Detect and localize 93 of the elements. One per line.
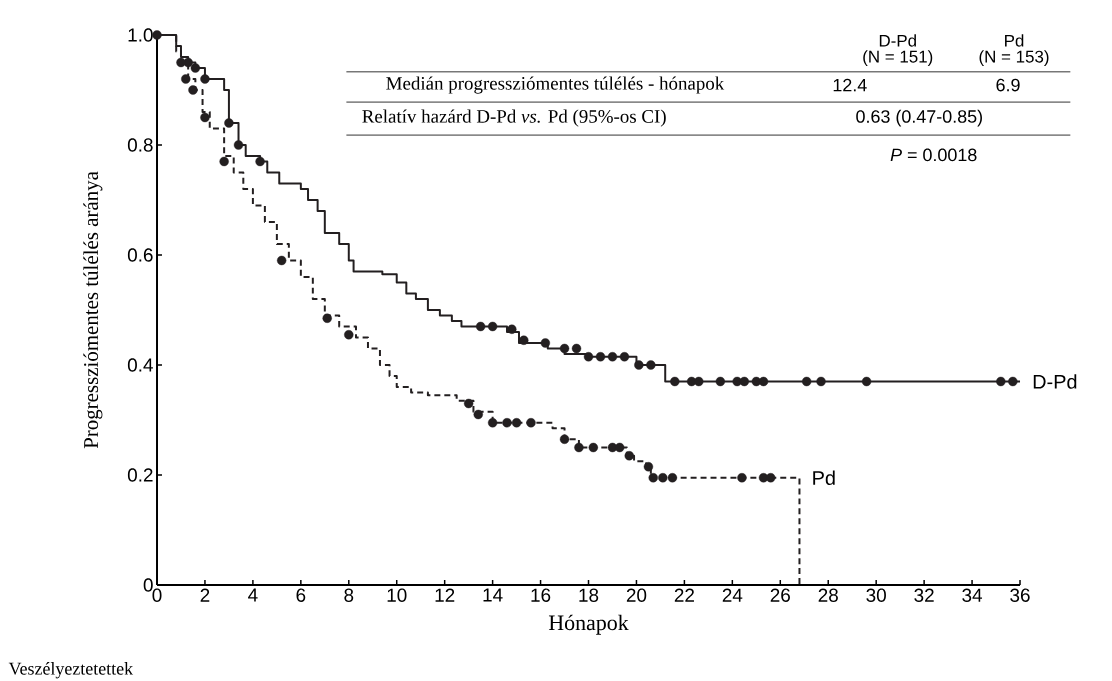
point <box>996 376 1006 387</box>
point <box>801 376 812 387</box>
x-tick-label: 14 <box>483 588 503 602</box>
point <box>559 434 570 444</box>
point <box>559 343 570 354</box>
x-axis-title: Hónapok <box>548 614 629 635</box>
y-tick-label: 0.4 <box>127 358 153 372</box>
point <box>473 409 483 420</box>
point <box>583 352 594 362</box>
series-label: Pd <box>813 470 835 486</box>
point <box>526 418 536 428</box>
point <box>519 335 529 345</box>
point <box>646 360 656 370</box>
point <box>694 376 704 387</box>
point <box>255 156 265 167</box>
x-tick-label: 0 <box>152 588 162 602</box>
point <box>475 321 486 332</box>
point <box>276 255 287 266</box>
y-tick-label: 0.2 <box>127 468 153 482</box>
point <box>507 324 517 334</box>
point <box>322 313 332 323</box>
point <box>463 398 474 409</box>
point <box>607 352 618 362</box>
point <box>176 57 186 68</box>
point <box>595 352 606 362</box>
point <box>344 330 354 340</box>
series-label: D-Pd <box>1033 374 1077 389</box>
x-tick-label: 24 <box>722 588 743 602</box>
point <box>200 74 210 84</box>
annotation: D-Pd <box>879 34 916 47</box>
point <box>487 321 498 332</box>
point <box>619 352 630 362</box>
x-tick-label: 28 <box>818 588 838 602</box>
y-tick-label: 0.6 <box>127 248 153 262</box>
x-tick-label: 34 <box>962 588 983 602</box>
annotation: 0.63 (0.47-0.85) <box>856 109 982 127</box>
annotation: Relatív hazárd D-Pd vs. Pd (95%-os CI) <box>362 109 666 127</box>
point <box>658 473 668 483</box>
point <box>487 418 498 428</box>
x-tick-label: 32 <box>914 588 934 602</box>
annotation: Medián progressziómentes túlélés - hónapok <box>386 76 725 94</box>
point <box>188 85 198 95</box>
annotation: Pd <box>1005 34 1024 47</box>
x-tick-label: 12 <box>435 588 455 602</box>
point <box>634 360 644 370</box>
point <box>200 112 210 123</box>
point <box>766 473 776 483</box>
x-tick-label: 20 <box>626 588 647 602</box>
annotation: (N = 153) <box>979 50 1049 66</box>
point <box>670 376 680 387</box>
point <box>233 140 244 150</box>
point <box>502 418 512 428</box>
point <box>737 473 747 483</box>
annotation: 12.4 <box>833 78 867 92</box>
x-tick-label: 2 <box>200 588 210 602</box>
annotation: (N = 151) <box>863 50 933 66</box>
x-tick-label: 8 <box>344 588 354 602</box>
point <box>861 376 872 387</box>
point <box>739 376 750 387</box>
point <box>715 376 726 387</box>
point <box>667 473 678 483</box>
point <box>571 343 582 354</box>
point <box>574 442 584 453</box>
point <box>1008 376 1018 387</box>
x-tick-label: 36 <box>1010 588 1030 602</box>
x-tick-label: 22 <box>674 588 694 602</box>
point <box>181 74 191 84</box>
point <box>624 451 634 461</box>
point <box>224 118 234 128</box>
x-tick-label: 16 <box>531 588 551 602</box>
point <box>643 462 654 472</box>
annotation: P = 0.0018 <box>890 148 977 162</box>
y-axis-title: Progressziómentes túlélés aránya <box>83 171 103 449</box>
text: Veszélyeztetettek <box>8 662 134 679</box>
y-tick-label: 0.8 <box>127 138 153 152</box>
point <box>816 376 826 387</box>
point <box>758 376 769 387</box>
x-tick-label: 26 <box>770 588 790 602</box>
point <box>219 156 229 167</box>
x-tick-label: 6 <box>296 588 306 602</box>
point <box>511 418 522 428</box>
point <box>540 338 551 348</box>
x-tick-label: 10 <box>387 588 407 602</box>
y-tick-label: 1.0 <box>128 28 153 42</box>
x-tick-label: 4 <box>248 588 258 602</box>
x-tick-label: 18 <box>579 588 599 602</box>
x-tick-label: 30 <box>866 588 886 602</box>
point <box>648 473 658 483</box>
annotation: 6.9 <box>996 78 1020 92</box>
point <box>152 30 162 40</box>
point <box>588 442 598 453</box>
point <box>190 63 201 73</box>
y-tick-label: 0 <box>143 578 153 592</box>
